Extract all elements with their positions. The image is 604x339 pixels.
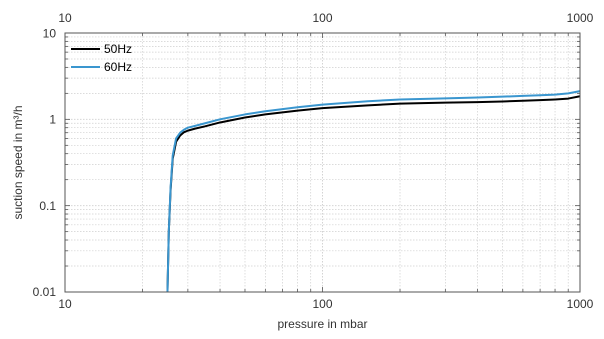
- series-layer: [166, 90, 581, 293]
- legend-label-60hz: 60Hz: [104, 60, 132, 74]
- x-tick-labels-bottom: 10 100 1000: [58, 297, 593, 311]
- y-tick-label: 0.01: [33, 285, 57, 299]
- y-axis-title: suction speed in m³/h: [11, 105, 25, 219]
- y-tick-label: 1: [49, 113, 56, 127]
- y-tick-label: 10: [43, 26, 57, 40]
- x-tick-label: 100: [312, 297, 332, 311]
- legend-label-50hz: 50Hz: [104, 42, 132, 56]
- y-tick-label: 0.1: [39, 199, 56, 213]
- x-tick-labels-top: 10 100 1000: [58, 11, 593, 25]
- x-tick-label-top: 1000: [567, 11, 594, 25]
- legend: 50Hz 60Hz: [71, 42, 132, 74]
- series-line-60hz: [166, 90, 581, 293]
- plot-frame: [64, 32, 581, 293]
- x-tick-label: 1000: [567, 297, 594, 311]
- grid: [65, 33, 580, 292]
- x-tick-label-top: 10: [58, 11, 72, 25]
- x-tick-label: 10: [58, 297, 72, 311]
- x-axis-title: pressure in mbar: [277, 317, 367, 331]
- y-tick-labels: 0.01 0.1 1 10: [33, 26, 57, 299]
- x-tick-label-top: 100: [312, 11, 332, 25]
